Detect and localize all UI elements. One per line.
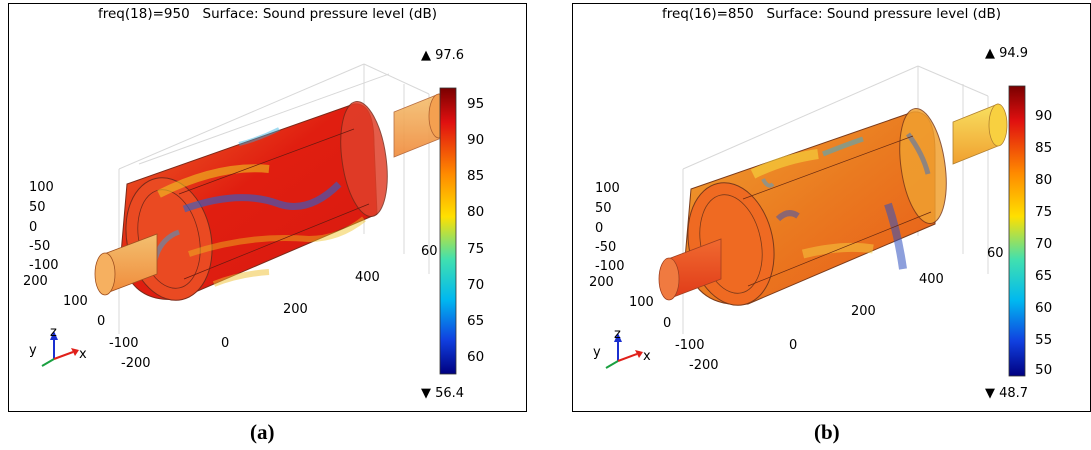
y-tick-b-3: -100 bbox=[675, 338, 705, 353]
z-tick-b-0: 100 bbox=[595, 181, 620, 196]
muffler-plot-b bbox=[605, 65, 1026, 377]
x-tick-b-1: 200 bbox=[851, 304, 876, 319]
colorbar-tick-b-3: 75 bbox=[1035, 204, 1053, 220]
x-tick-a-3: 60 bbox=[421, 244, 438, 259]
plot-title-b: freq(16)=850 Surface: Sound pressure lev… bbox=[662, 6, 1001, 22]
z-tick-a-4: -100 bbox=[29, 258, 59, 273]
z-tick-b-3: -50 bbox=[595, 240, 617, 255]
colorbar-tick-b-6: 60 bbox=[1035, 300, 1053, 316]
colorbar-tick-a-7: 60 bbox=[467, 349, 485, 365]
colorbar-tick-a-1: 90 bbox=[467, 132, 485, 148]
caption-b: (b) bbox=[814, 420, 840, 444]
z-tick-a-0: 100 bbox=[29, 180, 54, 195]
colorbar-tick-a-6: 65 bbox=[467, 313, 485, 329]
colorbar-tick-b-5: 65 bbox=[1035, 268, 1053, 284]
colorbar-b bbox=[1008, 85, 1026, 377]
colorbar-tick-b-1: 85 bbox=[1035, 140, 1053, 156]
x-tick-a-2: 400 bbox=[355, 270, 380, 285]
colorbar-tick-a-4: 75 bbox=[467, 241, 485, 257]
y-tick-a-1: 100 bbox=[63, 294, 88, 309]
colorbar-tick-a-3: 80 bbox=[467, 204, 485, 220]
y-tick-a-0: 200 bbox=[23, 274, 48, 289]
inlet-pipe-b bbox=[658, 238, 722, 301]
colorbar-tick-a-5: 70 bbox=[467, 277, 485, 293]
x-tick-b-0: 0 bbox=[789, 338, 798, 353]
outlet-pipe-b bbox=[952, 103, 1008, 165]
colorbar-tick-b-0: 90 bbox=[1035, 108, 1053, 124]
y-tick-a-3: -100 bbox=[109, 336, 139, 351]
colorbar-tick-b-7: 55 bbox=[1035, 332, 1053, 348]
colorbar-a bbox=[439, 87, 457, 375]
panel-a: freq(18)=950 Surface: Sound pressure lev… bbox=[8, 3, 527, 412]
colorbar-tick-b-8: 50 bbox=[1035, 362, 1053, 378]
y-tick-b-1: 100 bbox=[629, 295, 654, 310]
triad-y-label-b: y bbox=[593, 345, 601, 360]
caption-a: (a) bbox=[250, 420, 275, 444]
muffler-plot-a bbox=[41, 63, 457, 375]
z-tick-b-4: -100 bbox=[595, 259, 625, 274]
z-tick-b-2: 0 bbox=[595, 221, 604, 236]
x-tick-a-0: 0 bbox=[221, 336, 230, 351]
triad-z-label-b: z bbox=[614, 327, 621, 342]
y-tick-b-4: -200 bbox=[689, 358, 719, 373]
z-tick-b-1: 50 bbox=[595, 201, 612, 216]
x-tick-b-3: 60 bbox=[987, 246, 1004, 261]
z-tick-a-1: 50 bbox=[29, 200, 46, 215]
triad-x-label-b: x bbox=[643, 349, 651, 364]
triad-x-label-a: x bbox=[79, 347, 87, 362]
y-tick-b-2: 0 bbox=[663, 316, 672, 331]
max-value-a: ▲ 97.6 bbox=[421, 48, 465, 63]
inlet-pipe-a bbox=[94, 233, 158, 296]
x-tick-b-2: 400 bbox=[919, 272, 944, 287]
min-value-a: ▼ 56.4 bbox=[421, 386, 465, 401]
plot-title-a: freq(18)=950 Surface: Sound pressure lev… bbox=[98, 6, 437, 22]
triad-z-label-a: z bbox=[50, 325, 57, 340]
axis-triad-a bbox=[41, 331, 79, 367]
axis-triad-b bbox=[605, 333, 643, 369]
muffler-body-a bbox=[120, 100, 388, 301]
colorbar-tick-a-0: 95 bbox=[467, 96, 485, 112]
x-tick-a-1: 200 bbox=[283, 302, 308, 317]
y-tick-a-2: 0 bbox=[97, 314, 106, 329]
z-tick-a-2: 0 bbox=[29, 220, 38, 235]
y-tick-b-0: 200 bbox=[589, 275, 614, 290]
min-value-b: ▼ 48.7 bbox=[985, 386, 1029, 401]
colorbar-tick-a-2: 85 bbox=[467, 168, 485, 184]
max-value-b: ▲ 94.9 bbox=[985, 46, 1029, 61]
z-tick-a-3: -50 bbox=[29, 239, 51, 254]
panel-b: freq(16)=850 Surface: Sound pressure lev… bbox=[572, 3, 1091, 412]
triad-y-label-a: y bbox=[29, 343, 37, 358]
colorbar-tick-b-2: 80 bbox=[1035, 172, 1053, 188]
muffler-body-b bbox=[684, 107, 947, 306]
colorbar-tick-b-4: 70 bbox=[1035, 236, 1053, 252]
y-tick-a-4: -200 bbox=[121, 356, 151, 371]
